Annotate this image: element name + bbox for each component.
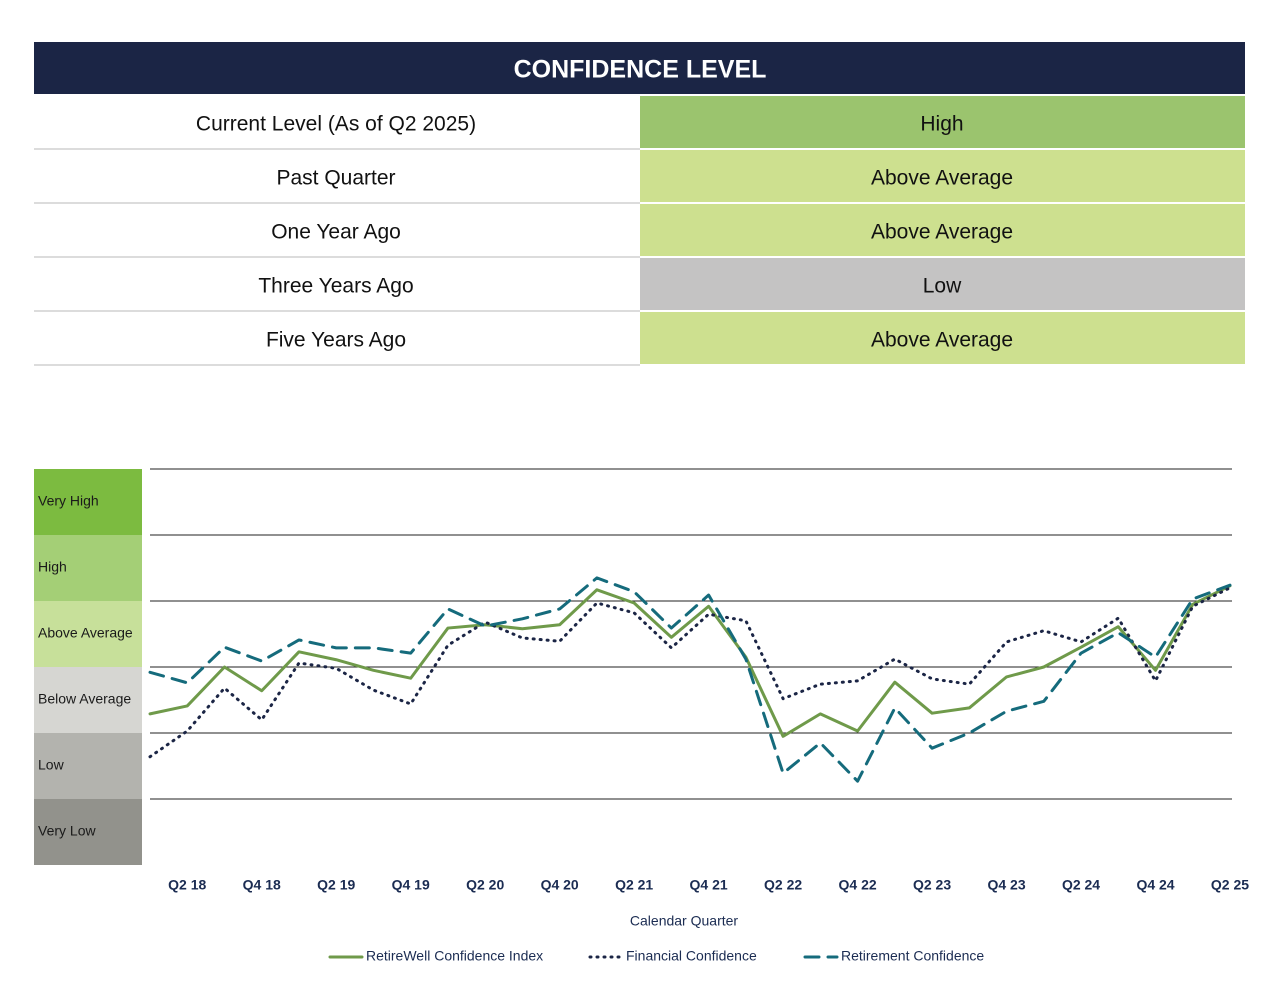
level-cell xyxy=(640,96,1245,148)
x-tick-label: Q2 20 xyxy=(466,877,504,893)
x-axis-title: Calendar Quarter xyxy=(630,913,739,929)
legend-label: RetireWell Confidence Index xyxy=(366,948,543,964)
table-header xyxy=(34,42,1245,94)
level-band xyxy=(34,733,142,799)
row-level: Above Average xyxy=(871,167,1013,190)
level-cell xyxy=(640,150,1245,202)
x-tick-label: Q2 19 xyxy=(317,877,355,893)
x-tick-label: Q2 24 xyxy=(1062,877,1100,893)
series-line xyxy=(148,586,1232,759)
x-tick-label: Q2 25 xyxy=(1211,877,1249,893)
level-cell xyxy=(640,258,1245,310)
x-tick-label: Q4 24 xyxy=(1136,877,1174,893)
legend-label: Financial Confidence xyxy=(626,948,757,964)
level-band xyxy=(34,469,142,535)
row-label: Current Level (As of Q2 2025) xyxy=(196,113,476,136)
x-tick-label: Q4 20 xyxy=(541,877,579,893)
legend-label: Retirement Confidence xyxy=(841,948,984,964)
row-label: Three Years Ago xyxy=(258,275,413,298)
row-label: Five Years Ago xyxy=(266,329,406,352)
x-tick-label: Q2 23 xyxy=(913,877,951,893)
table-title: CONFIDENCE LEVEL xyxy=(514,56,767,84)
series-line xyxy=(148,576,1232,783)
row-label: Past Quarter xyxy=(276,167,395,190)
level-cell xyxy=(640,204,1245,256)
x-tick-label: Q4 23 xyxy=(987,877,1025,893)
x-tick-label: Q2 18 xyxy=(168,877,206,893)
band-label: Very High xyxy=(38,493,99,509)
band-label: Below Average xyxy=(38,691,131,707)
band-label: High xyxy=(38,559,67,575)
x-tick-label: Q2 21 xyxy=(615,877,653,893)
row-level: Low xyxy=(923,275,962,298)
x-tick-label: Q4 21 xyxy=(690,877,728,893)
row-level: High xyxy=(920,113,963,136)
x-tick-label: Q4 19 xyxy=(392,877,430,893)
x-tick-label: Q4 22 xyxy=(839,877,877,893)
level-band xyxy=(34,535,142,601)
level-band xyxy=(34,799,142,865)
row-label: One Year Ago xyxy=(271,221,401,244)
x-tick-label: Q2 22 xyxy=(764,877,802,893)
level-band xyxy=(34,667,142,733)
level-cell xyxy=(640,312,1245,364)
row-level: Above Average xyxy=(871,329,1013,352)
band-label: Low xyxy=(38,757,65,773)
x-tick-label: Q4 18 xyxy=(243,877,281,893)
band-label: Above Average xyxy=(38,625,133,641)
level-band xyxy=(34,601,142,667)
row-level: Above Average xyxy=(871,221,1013,244)
band-label: Very Low xyxy=(38,823,96,839)
series-line xyxy=(148,584,1232,738)
